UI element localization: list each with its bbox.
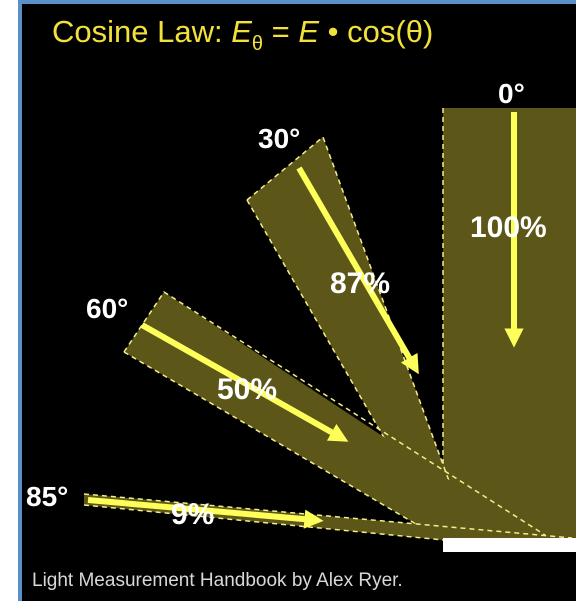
beam-60-edge <box>123 290 546 536</box>
arrow-85 <box>87 497 324 529</box>
beam-85-edge-lower <box>83 504 444 541</box>
arrow-60 <box>140 322 349 442</box>
angle-label-85: 85° <box>26 481 68 512</box>
percent-label-60: 50% <box>217 373 277 406</box>
arrow-30 <box>296 166 419 375</box>
title-equals: = <box>263 14 298 49</box>
title-e-var-2: E <box>298 14 319 49</box>
percent-label-85: 9% <box>171 498 214 531</box>
angle-label-0: 0° <box>498 78 525 109</box>
beam-85-edge-upper <box>83 493 573 539</box>
title-theta-subscript: θ <box>252 33 263 55</box>
surface-patch <box>443 538 576 552</box>
beam-30-band <box>247 137 467 540</box>
angle-label-60: 60° <box>86 293 128 324</box>
percent-label-30: 87% <box>330 267 390 300</box>
angle-label-30: 30° <box>258 123 300 154</box>
credit-line: Light Measurement Handbook by Alex Ryer. <box>32 570 403 591</box>
title-dot: • <box>319 14 347 49</box>
title-e-var: E <box>231 14 252 49</box>
beam-0-band <box>443 108 576 538</box>
title-cos: cos(θ) <box>347 14 433 49</box>
title-prefix: Cosine Law: <box>52 14 231 49</box>
beam-60-band <box>124 292 540 540</box>
beam-85-band <box>84 494 572 540</box>
beam-60-edge-lower <box>123 351 444 541</box>
percent-label-0: 100% <box>470 211 547 244</box>
diagram-title: Cosine Law: Eθ = E • cos(θ) <box>52 14 433 55</box>
